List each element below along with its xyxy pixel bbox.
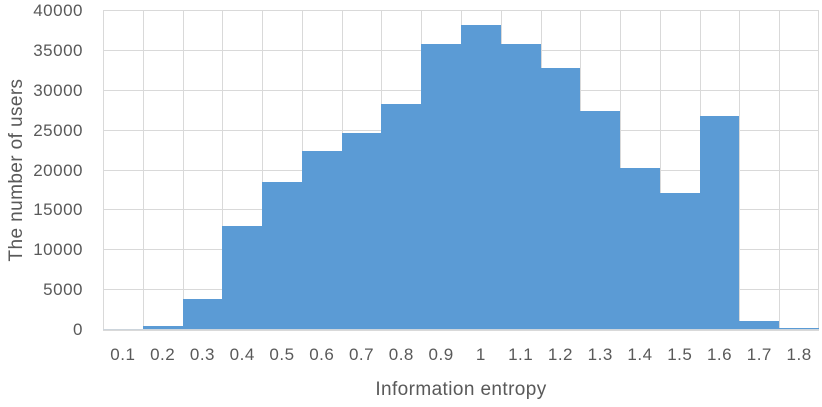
histogram-bar bbox=[580, 110, 621, 330]
histogram-bar bbox=[620, 168, 660, 330]
x-axis-tick-label: 0.4 bbox=[229, 345, 255, 364]
x-axis-tick-label: 0.8 bbox=[388, 345, 414, 364]
histogram-bar bbox=[500, 43, 541, 330]
horizontal-gridline bbox=[103, 330, 819, 331]
histogram-bar bbox=[381, 103, 422, 330]
histogram-bar bbox=[262, 181, 302, 330]
histogram-bar bbox=[739, 321, 780, 330]
vertical-gridline bbox=[103, 11, 104, 330]
histogram-bar bbox=[341, 133, 382, 330]
y-axis-tick-label: 0 bbox=[73, 320, 83, 339]
y-axis-tick-label: 20000 bbox=[33, 160, 83, 180]
y-axis-tick-label: 35000 bbox=[33, 40, 83, 60]
x-axis-tick-label: 0.3 bbox=[189, 345, 216, 364]
histogram-bar bbox=[659, 192, 700, 330]
x-axis-tick-label: 1.2 bbox=[547, 345, 574, 364]
y-axis-tick-label: 15000 bbox=[33, 200, 83, 220]
histogram-bar bbox=[461, 24, 501, 330]
horizontal-gridline bbox=[103, 10, 819, 11]
vertical-gridline bbox=[779, 11, 781, 330]
x-axis-tick-label: 1.8 bbox=[786, 345, 812, 364]
vertical-gridline bbox=[222, 11, 224, 330]
vertical-gridline bbox=[659, 11, 661, 330]
x-axis-tick-label: 1.6 bbox=[706, 345, 733, 364]
x-axis-title: Information entropy bbox=[375, 379, 547, 400]
histogram-bar bbox=[699, 116, 740, 330]
y-axis-tick-label: 5000 bbox=[43, 280, 83, 300]
x-axis-tick-label: 1.5 bbox=[667, 345, 693, 364]
y-axis-tick-label: 40000 bbox=[33, 1, 83, 20]
vertical-gridline bbox=[262, 11, 264, 330]
x-axis-tick-label: 1.3 bbox=[587, 345, 613, 364]
vertical-gridline bbox=[182, 11, 184, 330]
y-axis-tick-labels: 0 5000 10000 15000 20000 25000 30000 35000 40000 bbox=[0, 1, 93, 339]
x-axis-tick-label: 1 bbox=[475, 345, 486, 364]
x-axis-tick-label: 1.4 bbox=[627, 345, 653, 364]
histogram-bar bbox=[222, 226, 263, 330]
histogram-bar bbox=[142, 326, 183, 330]
x-axis-tick-label: 0.9 bbox=[428, 345, 454, 364]
vertical-gridline bbox=[739, 11, 741, 330]
y-axis-tick-label: 10000 bbox=[33, 240, 83, 260]
y-axis-tick-label: 25000 bbox=[33, 120, 83, 140]
x-axis-tick-label: 0.7 bbox=[348, 345, 375, 364]
x-axis-tick-label: 0.2 bbox=[150, 345, 176, 364]
histogram-bar bbox=[301, 151, 342, 330]
y-axis-tick-label: 30000 bbox=[33, 80, 83, 100]
x-axis-line bbox=[103, 329, 819, 330]
x-axis-tick-label: 0.1 bbox=[110, 345, 136, 364]
x-axis-tick-label: 0.5 bbox=[269, 345, 295, 364]
vertical-gridline bbox=[142, 11, 144, 330]
histogram-bar bbox=[540, 68, 581, 330]
x-axis-tick-labels: 0.1 0.2 0.3 0.4 0.5 0.6 0.7 0.8 0.9 1 1.1 1.2 1.3 1.4… bbox=[103, 345, 819, 365]
vertical-gridline bbox=[818, 11, 819, 330]
x-axis-tick-label: 1.1 bbox=[508, 345, 534, 364]
histogram-bar bbox=[421, 43, 461, 330]
histogram-bar bbox=[182, 298, 223, 330]
x-axis-tick-label: 0.6 bbox=[309, 345, 335, 364]
plot-area bbox=[103, 10, 819, 331]
histogram-bar bbox=[779, 327, 819, 330]
x-axis-tick-label: 1.7 bbox=[746, 345, 772, 364]
